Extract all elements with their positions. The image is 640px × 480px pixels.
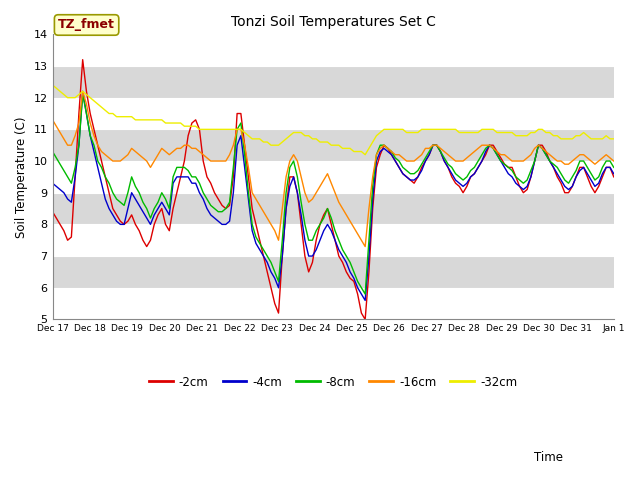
Title: Tonzi Soil Temperatures Set C: Tonzi Soil Temperatures Set C [230,15,436,29]
Text: TZ_fmet: TZ_fmet [58,19,115,32]
Bar [52,256,614,288]
Bar [52,66,614,98]
Text: Time: Time [534,451,563,464]
Bar [52,98,614,130]
Bar [52,130,614,161]
Bar [52,35,614,66]
Bar [52,161,614,192]
Y-axis label: Soil Temperature (C): Soil Temperature (C) [15,116,28,238]
Bar [52,288,614,319]
Bar [52,192,614,224]
Legend: -2cm, -4cm, -8cm, -16cm, -32cm: -2cm, -4cm, -8cm, -16cm, -32cm [145,371,522,393]
Bar [52,224,614,256]
